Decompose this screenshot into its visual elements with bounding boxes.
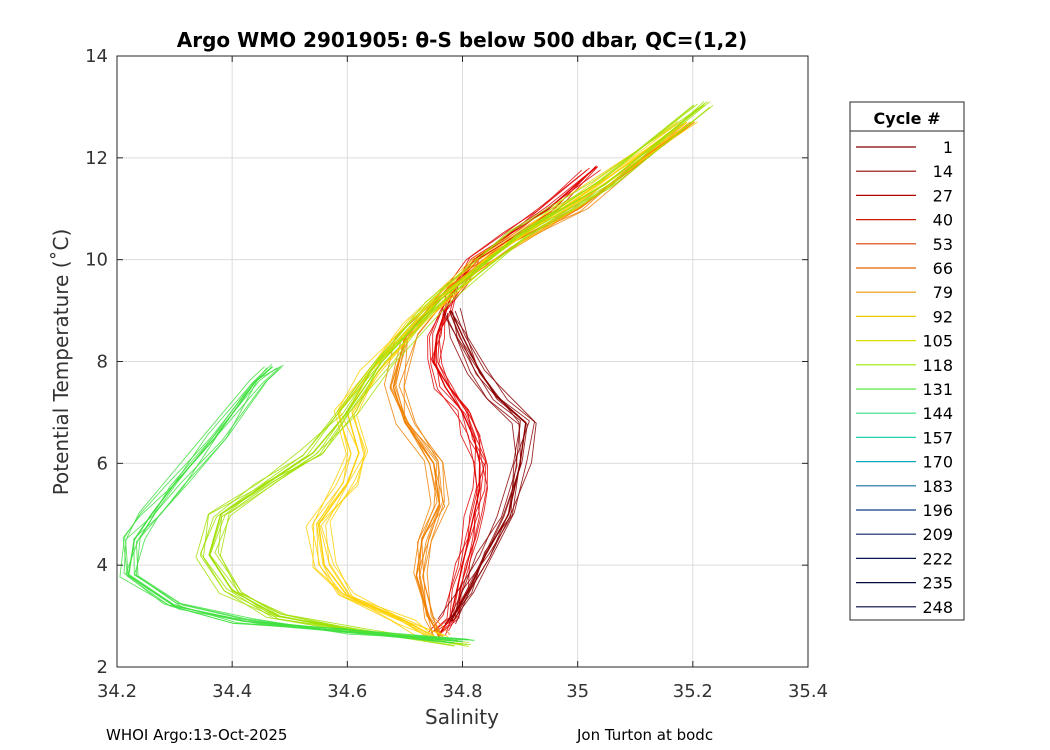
- legend-label: 196: [922, 501, 953, 520]
- legend-label: 27: [933, 186, 953, 205]
- legend-label: 105: [922, 332, 953, 351]
- ticks: [116, 55, 809, 668]
- y-tick-labels: 2 4 6 8 10 12 14: [85, 46, 108, 678]
- y-tick-label: 4: [97, 555, 108, 576]
- series-line-1: [438, 166, 599, 636]
- y-tick-label: 10: [85, 250, 108, 271]
- y-tick-label: 6: [97, 453, 108, 474]
- y-tick-label: 12: [85, 148, 108, 169]
- y-tick-label: 14: [85, 46, 108, 67]
- x-tick-label: 35: [566, 681, 589, 702]
- legend-label: 40: [933, 211, 953, 230]
- x-tick-label: 34.8: [442, 681, 482, 702]
- x-tick-label: 35.2: [673, 681, 713, 702]
- series-line-4: [311, 120, 678, 643]
- series-line-2: [442, 313, 518, 622]
- series-main-line-6: [127, 366, 463, 643]
- chart-title: Argo WMO 2901905: θ-S below 500 dbar, QC…: [177, 28, 747, 52]
- legend-label: 14: [933, 162, 953, 181]
- series-line-6: [135, 366, 474, 641]
- legend-label: 183: [922, 477, 953, 496]
- series-main-line-2: [450, 310, 527, 622]
- series-line-2: [450, 307, 537, 621]
- x-tick-labels: 34.2 34.4 34.6 34.8 35 35.2 35.4: [97, 681, 828, 702]
- legend-label: 170: [922, 453, 953, 472]
- x-tick-label: 34.4: [212, 681, 252, 702]
- series-line-4: [312, 123, 678, 641]
- legend-label: 79: [933, 283, 953, 302]
- legend-label: 1: [943, 138, 953, 157]
- series-line-3: [403, 123, 693, 636]
- x-tick-label: 34.6: [327, 681, 367, 702]
- legend-label: 235: [922, 574, 953, 593]
- series-line-2: [448, 310, 528, 625]
- series-line-2: [454, 310, 536, 619]
- legend-label: 222: [922, 549, 953, 568]
- series-line-6: [119, 367, 451, 644]
- series-line-5: [199, 105, 703, 647]
- footer-author: Jon Turton at bodc: [577, 726, 714, 744]
- footer-source: WHOI Argo:13-Oct-2025: [106, 726, 288, 744]
- series-line-4: [320, 121, 699, 643]
- series-line-1: [430, 169, 588, 634]
- series-main-line-5: [208, 103, 705, 645]
- series-line-5: [209, 101, 705, 646]
- legend-label: 209: [922, 525, 953, 544]
- legend-title: Cycle #: [874, 109, 941, 128]
- series-line-2: [444, 310, 530, 625]
- series-line-6: [122, 368, 455, 644]
- series-line-1: [427, 169, 583, 633]
- x-axis-label: Salinity: [425, 705, 499, 729]
- legend-label: 92: [933, 307, 953, 326]
- legend: Cycle # 1 14 27 40 53 66 79 92 105 118 131 144 157 17…: [849, 101, 965, 621]
- legend-label: 131: [922, 380, 953, 399]
- x-tick-label: 35.4: [788, 681, 828, 702]
- y-tick-label: 2: [97, 657, 108, 678]
- y-tick-label: 8: [97, 352, 108, 373]
- series-line-4: [305, 123, 684, 642]
- series-line-5: [217, 101, 710, 643]
- series-line-2: [442, 309, 522, 624]
- series-main-line-4: [317, 121, 688, 640]
- series-line-5: [214, 104, 714, 645]
- series-line-5: [195, 105, 695, 647]
- legend-label: 118: [922, 356, 953, 375]
- series-line-4: [329, 121, 695, 643]
- series-line-6: [133, 369, 475, 641]
- y-axis-label: Potential Temperature (˚C): [49, 229, 73, 496]
- series-layer: [119, 101, 714, 647]
- legend-entries: 1 14 27 40 53 66 79 92 105 118 131 144 157 170 183 196 2…: [856, 138, 953, 617]
- legend-label: 248: [922, 598, 953, 617]
- x-tick-label: 34.2: [97, 681, 137, 702]
- legend-label: 157: [922, 428, 953, 447]
- legend-label: 66: [933, 259, 953, 278]
- legend-label: 144: [922, 404, 953, 423]
- legend-label: 53: [933, 235, 953, 254]
